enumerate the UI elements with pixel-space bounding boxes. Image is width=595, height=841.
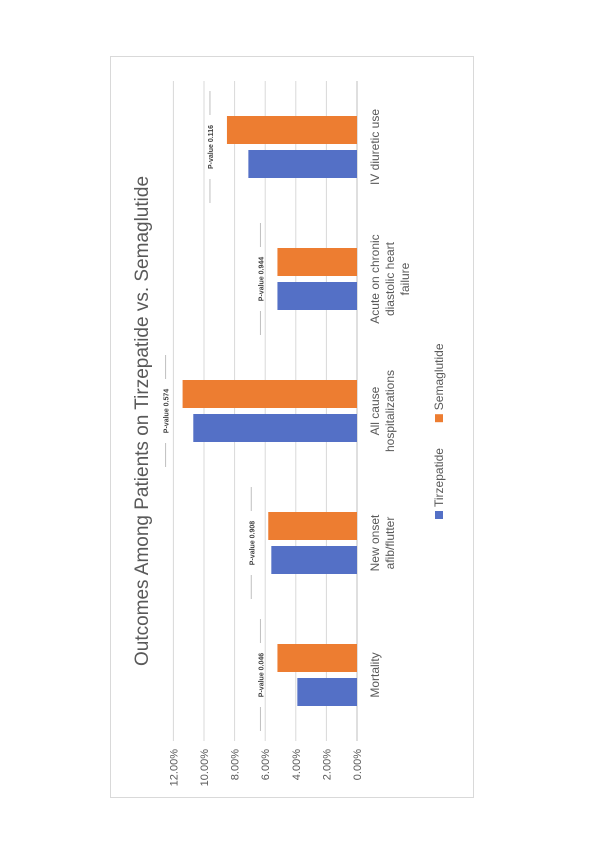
- bar-tirzepatide: [248, 150, 357, 178]
- x-category-label: New onsetafib/flutter: [368, 514, 397, 571]
- bar-tirzepatide: [297, 678, 357, 706]
- x-category-label: IV diuretic use: [368, 109, 382, 185]
- gridlines: [165, 81, 358, 741]
- bar-semaglutide: [268, 512, 358, 540]
- p-value-annotation: P-value 0.046: [258, 653, 265, 697]
- bar-tirzepatide: [271, 546, 358, 574]
- chart-text: Outcomes Among Patients on Tirzepatide v…: [132, 109, 446, 787]
- p-value-annotation: P-value 0.908: [249, 521, 256, 565]
- chart-title: Outcomes Among Patients on Tirzepatide v…: [132, 176, 153, 666]
- x-category-label: Mortality: [368, 652, 382, 697]
- bar-tirzepatide: [277, 282, 357, 310]
- x-category-label: Acute on chronicdiastolic heartfailure: [368, 234, 412, 323]
- y-tick-label: 0.00%: [352, 749, 364, 780]
- p-value-annotation: P-value 0.116: [208, 125, 215, 169]
- bar-semaglutide: [182, 380, 357, 408]
- bar-semaglutide: [226, 116, 357, 144]
- y-tick-label: 4.00%: [291, 749, 303, 780]
- legend-swatch-tirzepatide: [435, 511, 443, 519]
- bar-tirzepatide: [193, 414, 357, 442]
- legend-label: Semaglutide: [432, 343, 446, 410]
- y-tick-label: 12.00%: [168, 749, 180, 787]
- y-tick-label: 10.00%: [199, 749, 211, 787]
- x-category-label: All causehospitalizations: [368, 370, 397, 452]
- p-value-annotation: P-value 0.574: [164, 389, 171, 433]
- bar-semaglutide: [277, 644, 357, 672]
- y-tick-label: 8.00%: [230, 749, 242, 780]
- legend-label: Tirzepatide: [432, 448, 446, 507]
- bar-semaglutide: [277, 248, 357, 276]
- bars: [182, 116, 358, 706]
- legend-swatch-semaglutide: [435, 414, 443, 423]
- p-value-annotation: P-value 0.944: [258, 257, 265, 301]
- y-tick-label: 2.00%: [321, 749, 333, 780]
- y-tick-label: 6.00%: [260, 749, 272, 780]
